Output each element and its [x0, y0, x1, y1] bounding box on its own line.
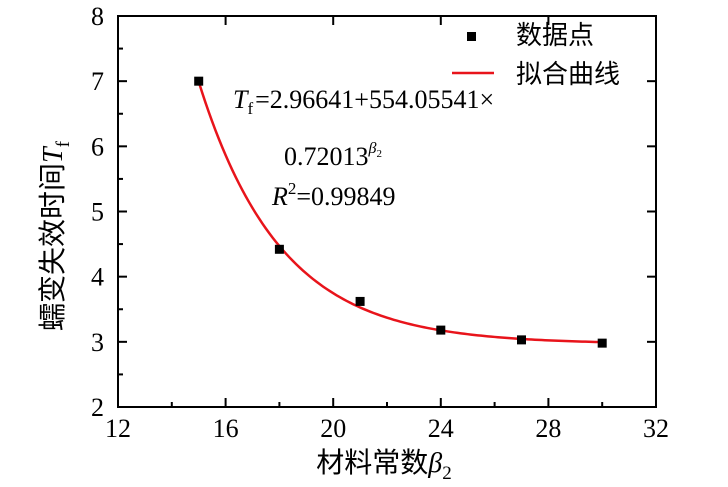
y-axis-ticks: 2 3 4 5 6 7 8: [91, 2, 656, 422]
legend-scatter-label: 数据点: [516, 21, 594, 50]
data-point-marker: [274, 244, 284, 254]
y-axis-title: 蠕变失效时间Tf: [36, 140, 74, 331]
x-tick-label: 16: [213, 414, 239, 443]
y-tick-label: 8: [91, 2, 104, 31]
fit-curve-line: [197, 81, 603, 344]
data-point-marker: [194, 76, 204, 86]
equation-line-1: Tf=2.96641+554.05541×: [233, 85, 494, 118]
data-point-marker: [436, 325, 446, 335]
equation-line-2: 0.72013β2: [284, 140, 382, 171]
equation-r-squared: R2=0.99849: [271, 179, 396, 211]
x-tick-label: 12: [105, 414, 131, 443]
data-point-marker: [597, 338, 607, 348]
y-tick-label: 3: [91, 328, 104, 357]
data-point-marker: [355, 296, 365, 306]
legend: 数据点 拟合曲线: [452, 21, 620, 89]
y-tick-label: 4: [91, 263, 104, 292]
y-tick-label: 2: [91, 393, 104, 422]
y-tick-label: 5: [91, 198, 104, 227]
legend-fit-label: 拟合曲线: [516, 60, 620, 89]
data-point-marker: [517, 335, 526, 345]
y-tick-label: 7: [91, 67, 104, 96]
x-axis-title: 材料常数β2: [316, 446, 451, 484]
data-markers: [194, 76, 607, 348]
legend-marker-icon: [467, 32, 476, 41]
x-tick-label: 20: [320, 414, 346, 443]
fit-equation: Tf=2.96641+554.05541× 0.72013β2 R2=0.998…: [233, 85, 494, 211]
x-tick-label: 28: [535, 414, 561, 443]
x-tick-label: 24: [428, 414, 454, 443]
x-tick-label: 32: [643, 414, 669, 443]
y-tick-label: 6: [91, 132, 104, 161]
x-axis-ticks: 12 16 20 24 28 32: [105, 16, 669, 443]
